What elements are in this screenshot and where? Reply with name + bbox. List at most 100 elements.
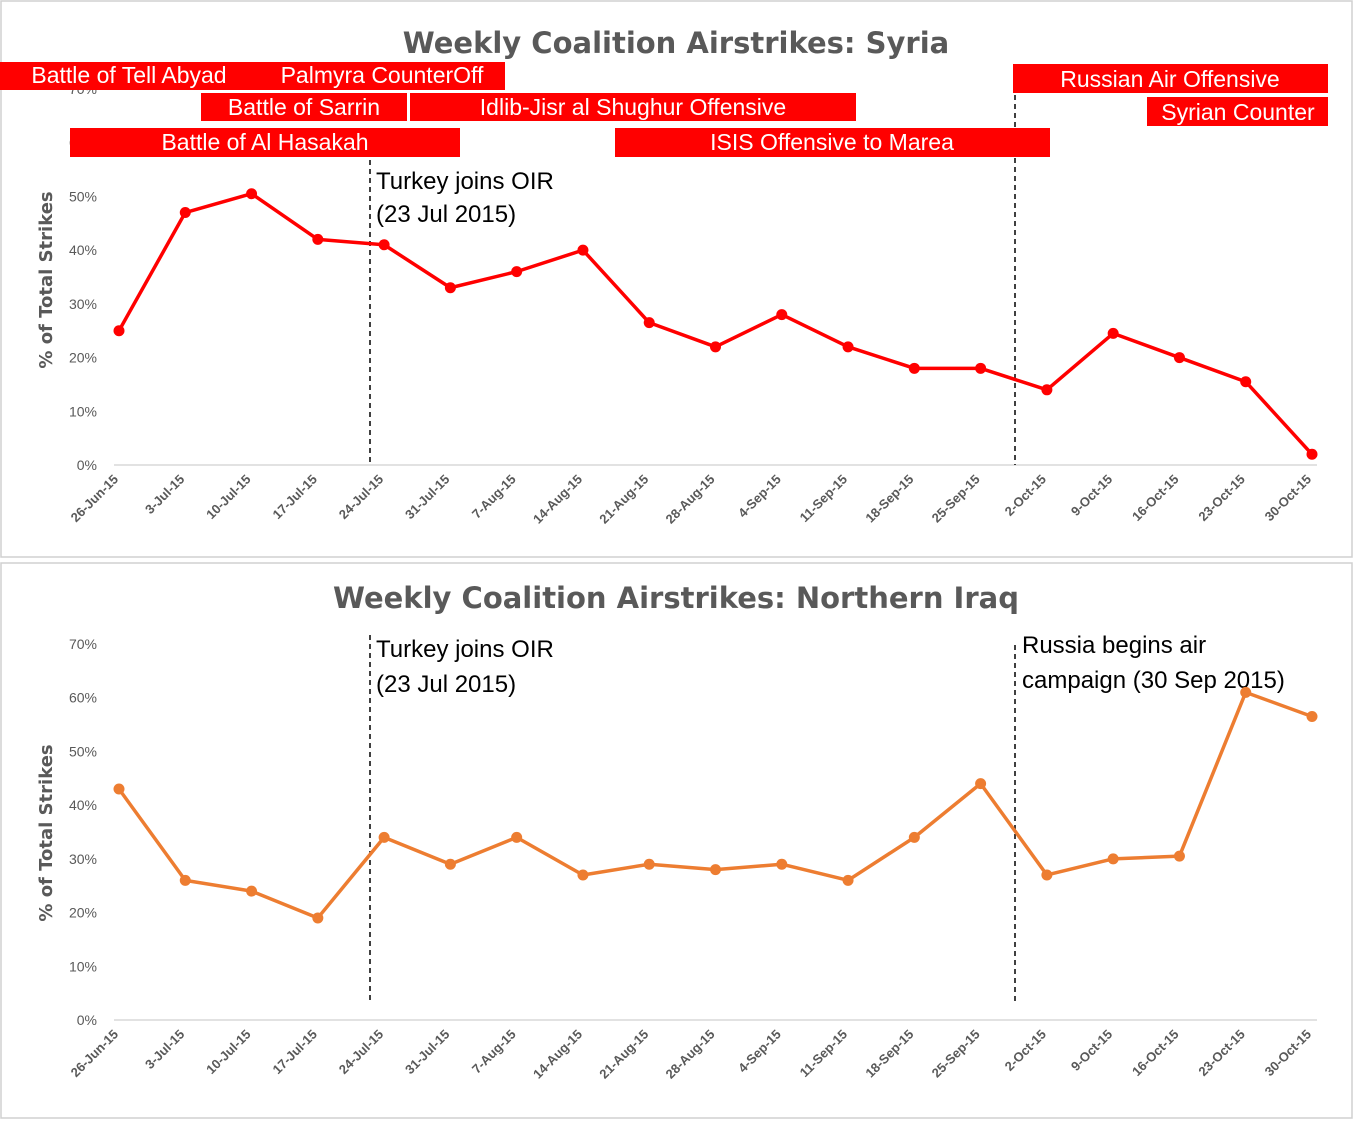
syria-data-point: [776, 309, 788, 321]
iraq-x-tick-label: 30-Oct-15: [1262, 1027, 1315, 1080]
iraq-data-point: [1240, 686, 1252, 698]
syria-x-tick-label: 3-Jul-15: [142, 472, 187, 517]
event-bar-hasakah: [70, 128, 460, 157]
syria-x-tick-label: 4-Sep-15: [735, 472, 784, 521]
iraq-y-tick-label: 10%: [69, 958, 97, 974]
iraq-data-point: [378, 831, 390, 843]
iraq-panel-border: [0, 562, 1353, 1119]
syria-y-tick-label: 40%: [69, 242, 97, 258]
event-label-idlib: Idlib-Jisr al Shughur Offensive: [480, 94, 786, 120]
iraq-y-tick-label: 20%: [69, 905, 97, 921]
syria-data-point: [975, 362, 987, 374]
iraq-series: [113, 686, 1318, 924]
syria-series-line: [117, 191, 1314, 456]
syria-turkey-annotation-line1: Turkey joins OIR: [376, 168, 554, 195]
iraq-data-point: [179, 874, 191, 886]
iraq-x-tick-label: 3-Jul-15: [142, 1027, 187, 1072]
syria-data-point: [643, 317, 655, 329]
syria-y-tick-label: 50%: [69, 188, 97, 204]
syria-y-tick-label: 30%: [69, 296, 97, 312]
syria-chart-panel: Weekly Coalition Airstrikes: Syria % of …: [0, 0, 1353, 558]
event-bar-tell-abyad: [0, 62, 258, 90]
syria-x-tick-label: 23-Oct-15: [1195, 472, 1248, 525]
iraq-data-point: [643, 858, 655, 870]
syria-x-tick-label: 10-Jul-15: [203, 472, 253, 522]
iraq-data-point: [1107, 853, 1119, 865]
syria-data-point: [511, 266, 523, 278]
iraq-x-tick-label: 28-Aug-15: [663, 1027, 718, 1082]
syria-events: Battle of Tell Abyad Palmyra CounterOff …: [0, 62, 1328, 157]
event-bar-syrian-counter: [1147, 97, 1328, 126]
iraq-y-tick-label: 30%: [69, 851, 97, 867]
iraq-x-tick-label: 23-Oct-15: [1195, 1027, 1248, 1080]
syria-data-point: [1306, 448, 1318, 460]
syria-turkey-annotation-line2: (23 Jul 2015): [376, 201, 516, 228]
event-label-hasakah: Battle of Al Hasakah: [161, 129, 368, 155]
syria-x-tick-label: 26-Jun-15: [68, 472, 122, 526]
iraq-x-tick-label: 10-Jul-15: [203, 1027, 253, 1077]
event-label-sarrin: Battle of Sarrin: [228, 94, 380, 120]
iraq-data-point: [710, 864, 721, 876]
iraq-x-tick-label: 17-Jul-15: [269, 1027, 319, 1077]
syria-data-point: [908, 362, 920, 374]
iraq-y-tick-label: 70%: [69, 636, 97, 652]
iraq-data-point: [842, 874, 854, 886]
iraq-y-tick-label: 0%: [77, 1012, 97, 1028]
syria-y-tick-label: 0%: [77, 457, 97, 473]
iraq-data-point: [577, 869, 589, 881]
syria-x-tick-label: 25-Sep-15: [929, 472, 983, 526]
syria-x-tick-label: 17-Jul-15: [269, 472, 319, 522]
iraq-x-tick-label: 26-Jun-15: [68, 1027, 122, 1081]
event-label-marea: ISIS Offensive to Marea: [710, 129, 954, 155]
iraq-x-tick-label: 7-Aug-15: [469, 1027, 519, 1077]
event-bar-russian-air: [1013, 64, 1328, 93]
iraq-data-point: [975, 778, 987, 790]
syria-x-tick-label: 11-Sep-15: [797, 472, 851, 526]
iraq-y-tick-label: 50%: [69, 743, 97, 759]
iraq-x-tick-label: 21-Aug-15: [596, 1027, 651, 1082]
event-bar-sarrin: [201, 93, 407, 121]
iraq-data-point: [312, 912, 324, 924]
syria-data-point: [1107, 327, 1119, 339]
event-bar-marea: [615, 128, 1050, 157]
syria-data-point: [378, 239, 390, 251]
iraq-chart-title: Weekly Coalition Airstrikes: Northern Ir…: [333, 581, 1019, 615]
iraq-chart-panel: Weekly Coalition Airstrikes: Northern Ir…: [0, 562, 1353, 1119]
iraq-x-tick-label: 16-Oct-15: [1129, 1027, 1182, 1080]
syria-series: [113, 188, 1318, 460]
syria-y-tick-label: 20%: [69, 350, 97, 366]
iraq-x-tick-label: 18-Sep-15: [862, 1027, 916, 1081]
event-label-tell-abyad: Battle of Tell Abyad: [31, 62, 226, 88]
syria-x-ticks: 26-Jun-15 3-Jul-15 10-Jul-15 17-Jul-15 24-Ju…: [68, 472, 1315, 527]
iraq-x-tick-label: 11-Sep-15: [797, 1027, 851, 1081]
iraq-x-tick-label: 25-Sep-15: [929, 1027, 983, 1081]
syria-x-tick-label: 30-Oct-15: [1262, 472, 1315, 525]
iraq-data-point: [444, 858, 456, 870]
event-label-russian-air: Russian Air Offensive: [1060, 66, 1279, 92]
syria-data-point: [246, 188, 258, 200]
iraq-russia-annotation-line1: Russia begins air: [1022, 632, 1206, 659]
syria-chart-title: Weekly Coalition Airstrikes: Syria: [403, 26, 949, 60]
iraq-x-tick-label: 24-Jul-15: [336, 1027, 386, 1077]
syria-x-tick-label: 7-Aug-15: [469, 472, 519, 522]
syria-y-axis-label: % of Total Strikes: [36, 191, 57, 368]
iraq-x-tick-label: 14-Aug-15: [530, 1027, 585, 1082]
syria-data-point: [1240, 376, 1252, 388]
syria-data-point: [842, 341, 854, 353]
iraq-turkey-annotation-line1: Turkey joins OIR: [376, 636, 554, 663]
iraq-data-point: [1041, 869, 1053, 881]
iraq-data-point: [776, 858, 788, 870]
iraq-y-axis-label: % of Total Strikes: [36, 744, 57, 921]
iraq-x-tick-label: 9-Oct-15: [1068, 1027, 1115, 1074]
syria-x-tick-label: 21-Aug-15: [596, 472, 651, 527]
iraq-data-point: [908, 831, 920, 843]
syria-x-tick-label: 31-Jul-15: [402, 472, 452, 522]
iraq-y-tick-label: 40%: [69, 797, 97, 813]
iraq-x-tick-label: 4-Sep-15: [735, 1027, 784, 1076]
syria-data-point: [179, 207, 191, 219]
iraq-x-tick-label: 31-Jul-15: [402, 1027, 452, 1077]
event-label-syrian-counter: Syrian Counter: [1161, 99, 1315, 125]
iraq-series-line: [117, 690, 1313, 920]
syria-x-tick-label: 24-Jul-15: [336, 472, 386, 522]
